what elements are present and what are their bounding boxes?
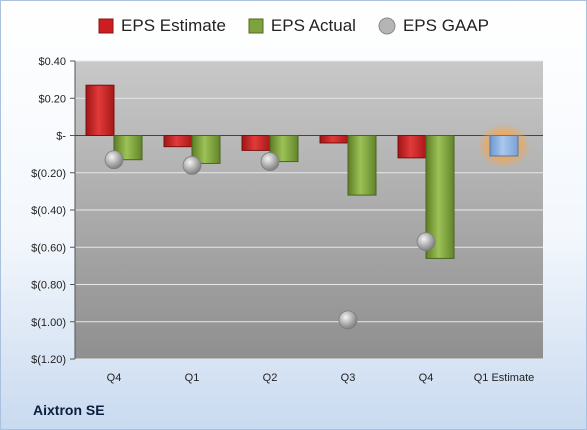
estimate-bar: [397, 135, 427, 159]
y-tick-label: $(0.40): [31, 205, 66, 217]
legend-item-actual: EPS Actual: [248, 16, 356, 36]
legend-swatch-estimate-rect: [98, 18, 114, 34]
x-tick-label: Q2: [263, 372, 278, 384]
legend-label-actual: EPS Actual: [270, 16, 356, 35]
legend-swatch-actual-rect: [248, 18, 264, 34]
y-tick-label: $(1.20): [31, 354, 66, 366]
legend-swatch-estimate: [98, 18, 114, 34]
x-tick-labels: Q4 Q1 Q2 Q3 Q4 Q1 Estimate: [107, 372, 535, 384]
legend-item-gaap: EPS GAAP: [378, 16, 489, 36]
y-tick-label: $(0.20): [31, 168, 66, 180]
gaap-marker: [338, 310, 358, 330]
legend-label-estimate: EPS Estimate: [121, 16, 226, 35]
y-tick-label: $0.20: [38, 93, 66, 105]
estimate-bar: [163, 135, 193, 148]
x-tick-label: Q1 Estimate: [474, 372, 535, 384]
bars: [85, 84, 531, 259]
x-tick-label: Q4: [419, 372, 434, 384]
y-tick-labels: $0.40 $0.20 $- $(0.20) $(0.40) $(0.60) $(0.80)…: [31, 56, 66, 366]
x-tick-label: Q4: [107, 372, 122, 384]
estimate-bar: [241, 135, 271, 151]
y-tick-label: $0.40: [38, 56, 66, 68]
gaap-marker: [182, 155, 202, 175]
legend-item-estimate: EPS Estimate: [98, 16, 226, 36]
gaap-marker: [416, 232, 436, 252]
x-tick-label: Q3: [341, 372, 356, 384]
chart-legend: EPS Estimate EPS Actual EPS GAAP: [0, 16, 587, 36]
legend-swatch-gaap: [378, 17, 396, 35]
legend-swatch-gaap-circle: [378, 17, 396, 35]
y-tick-label: $(0.60): [31, 242, 66, 254]
gaap-markers: [104, 150, 436, 330]
company-name: Aixtron SE: [33, 402, 105, 418]
y-tick-label: $-: [56, 131, 66, 143]
estimate-bar: [85, 84, 115, 136]
y-tick-label: $(1.00): [31, 317, 66, 329]
estimate-bar: [319, 135, 349, 144]
y-tick-label: $(0.80): [31, 280, 66, 292]
gaap-marker: [104, 150, 124, 170]
legend-label-gaap: EPS GAAP: [402, 16, 489, 35]
legend-swatch-actual: [248, 18, 264, 34]
actual-bar: [347, 135, 377, 196]
x-tick-label: Q1: [185, 372, 200, 384]
gaap-marker: [260, 152, 280, 171]
gridlines: [70, 60, 543, 360]
future-estimate-bar: [489, 135, 519, 157]
